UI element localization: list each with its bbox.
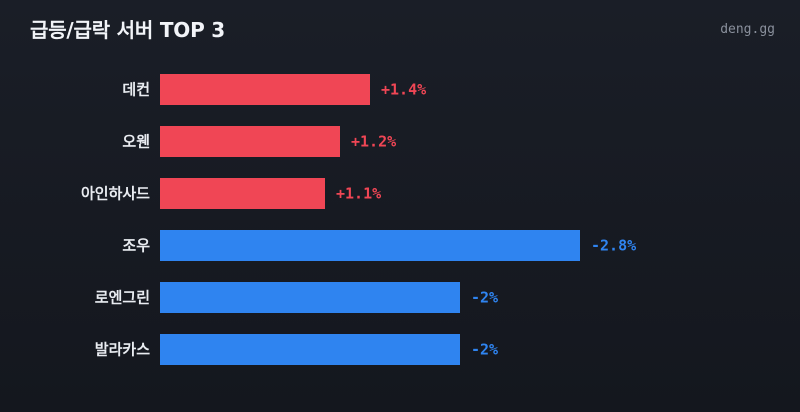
value-label: -2% bbox=[471, 341, 498, 359]
bar-1 bbox=[160, 126, 340, 157]
category-label: 데컨 bbox=[122, 81, 150, 99]
value-label: -2% bbox=[471, 289, 498, 307]
value-label: -2.8% bbox=[591, 237, 636, 255]
chart-title: 급등/급락 서버 TOP 3 bbox=[30, 18, 226, 42]
bar-5 bbox=[160, 334, 460, 365]
value-label: +1.4% bbox=[381, 81, 426, 99]
category-label: 오웬 bbox=[122, 133, 150, 151]
category-label: 발라카스 bbox=[95, 341, 150, 359]
category-label: 로엔그린 bbox=[95, 289, 150, 307]
brand-label: deng.gg bbox=[720, 22, 775, 37]
value-label: +1.2% bbox=[351, 133, 396, 151]
bar-4 bbox=[160, 282, 460, 313]
category-label: 아인하사드 bbox=[81, 185, 150, 203]
value-label: +1.1% bbox=[336, 185, 381, 203]
bar-0 bbox=[160, 74, 370, 105]
category-label: 조우 bbox=[122, 237, 150, 255]
bar-3 bbox=[160, 230, 580, 261]
bar-2 bbox=[160, 178, 325, 209]
